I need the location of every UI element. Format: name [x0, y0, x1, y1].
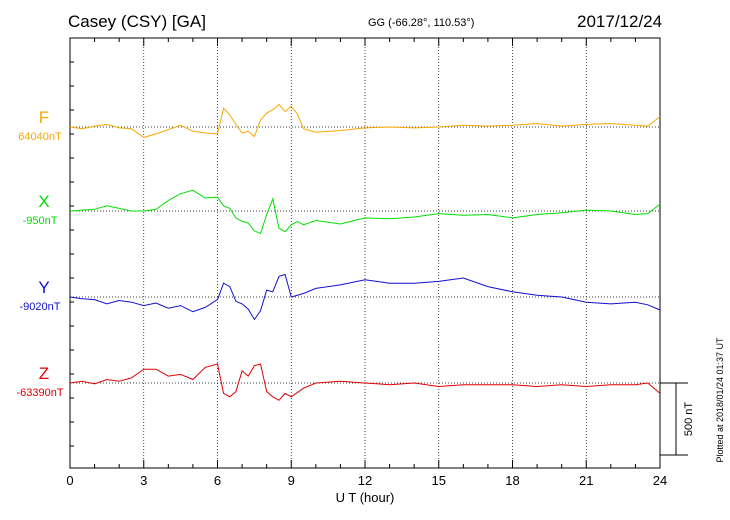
x-tick-label: 6 [214, 473, 221, 488]
x-tick-label: 12 [358, 473, 372, 488]
plot-frame [69, 37, 661, 469]
series-baseline-f: 64040nT [18, 131, 62, 143]
station-title: Casey (CSY) [GA] [68, 12, 206, 31]
x-tick-label: 3 [140, 473, 147, 488]
series-baseline-x: -950nT [23, 215, 58, 227]
x-tick-label: 21 [579, 473, 593, 488]
coordinates-label: GG (-66.28°, 110.53°) [368, 17, 475, 29]
x-tick-label: 15 [432, 473, 446, 488]
x-tick-label: 24 [653, 473, 667, 488]
x-tick-label: 0 [66, 473, 73, 488]
series-baseline-z: -63390nT [16, 387, 63, 399]
series-line-z [69, 363, 661, 401]
series-name-y: Y [38, 278, 49, 297]
scale-bar-label: 500 nT [683, 402, 695, 437]
series-line-f [69, 103, 661, 138]
series-name-f: F [39, 108, 49, 127]
series-line-y [69, 273, 661, 321]
series-name-x: X [38, 192, 49, 211]
series-name-z: Z [39, 364, 49, 383]
series-baseline-y: -9020nT [20, 301, 61, 313]
series-line-x [69, 189, 661, 235]
date-label: 2017/12/24 [577, 12, 663, 31]
x-tick-label: 9 [288, 473, 295, 488]
x-axis-label: U T (hour) [336, 490, 395, 505]
x-tick-label: 18 [505, 473, 519, 488]
plotted-at-note: Plotted at 2018/01/24 01:37 UT [715, 337, 725, 463]
